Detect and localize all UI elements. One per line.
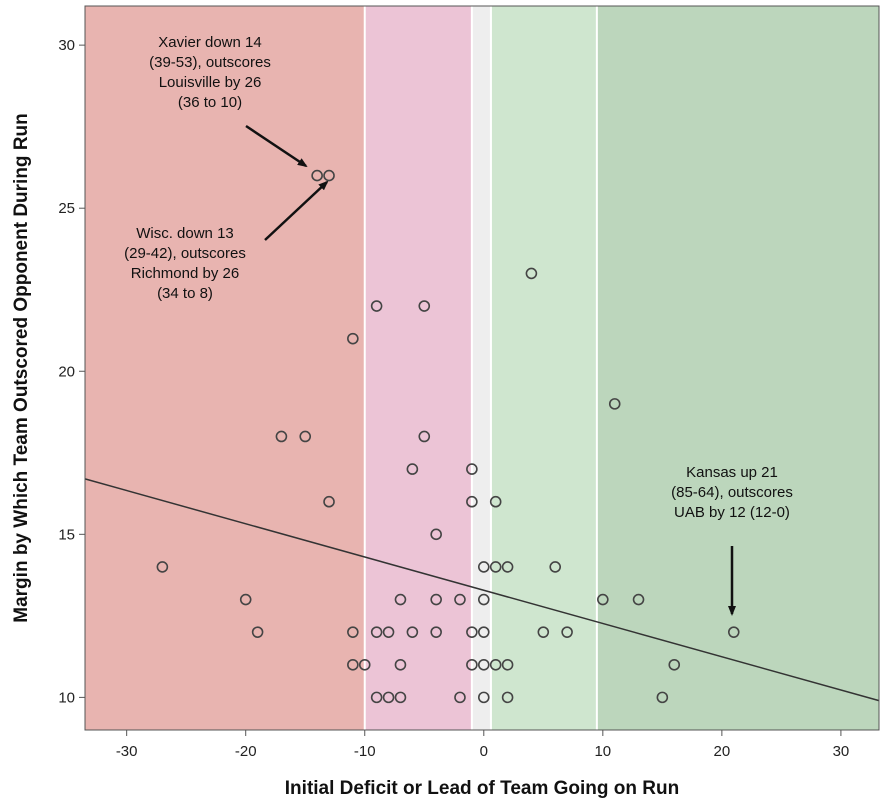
data-point-10 xyxy=(406,463,419,475)
data-point-31 xyxy=(382,626,395,638)
data-point-39 xyxy=(347,658,359,671)
y-tick-label-1: 15 xyxy=(58,526,75,543)
annotation-2: Kansas up 21 (85-64), outscores UAB by 12 … xyxy=(671,464,793,616)
data-point-16 xyxy=(156,561,169,573)
regression-line xyxy=(84,478,880,702)
data-point-27 xyxy=(632,593,645,606)
band-4 xyxy=(596,6,879,730)
regression-line-group xyxy=(84,478,880,702)
data-point-11 xyxy=(466,463,478,475)
data-point-24 xyxy=(454,593,466,606)
annotation-1-line-3: (34 to 8) xyxy=(157,285,213,302)
annotation-1-line-2: Richmond by 26 xyxy=(131,265,239,282)
x-tick-label-1: -20 xyxy=(235,743,257,760)
x-tick-label-2: -10 xyxy=(354,743,376,760)
y-tick-label-0: 10 xyxy=(58,689,75,706)
band-3 xyxy=(490,6,597,730)
data-point-36 xyxy=(537,626,550,638)
data-point-15 xyxy=(430,528,442,541)
data-point-35 xyxy=(477,626,490,638)
annotation-1: Wisc. down 13 (29-42), outscores Richmond … xyxy=(124,180,329,302)
annotation-2-line-1: (85-64), outscores xyxy=(671,484,793,501)
y-tick-label-3: 25 xyxy=(58,200,75,217)
data-point-13 xyxy=(466,495,478,508)
annotation-0-line-2: Louisville by 26 xyxy=(159,74,262,91)
data-point-2 xyxy=(525,267,538,280)
data-point-43 xyxy=(477,658,490,671)
x-tick-label-5: 20 xyxy=(714,743,731,760)
axes xyxy=(79,5,880,736)
annotation-2-line-0: Kansas up 21 xyxy=(686,464,778,481)
band-2 xyxy=(471,6,491,730)
annotation-0-line-1: (39-53), outscores xyxy=(149,54,271,71)
x-tick-label-4: 10 xyxy=(594,743,611,760)
annotation-0: Xavier down 14 (39-53), outscores Louisvil… xyxy=(149,34,308,168)
data-point-0 xyxy=(311,169,323,182)
data-point-14 xyxy=(489,495,502,508)
y-tick-label-2: 20 xyxy=(58,363,75,380)
data-point-25 xyxy=(477,593,490,606)
data-point-9 xyxy=(418,430,431,443)
data-point-12 xyxy=(323,495,335,508)
data-point-3 xyxy=(370,300,383,312)
data-point-53 xyxy=(656,691,669,704)
data-point-17 xyxy=(477,561,490,573)
data-point-41 xyxy=(394,658,407,671)
annotation-0-line-3: (36 to 10) xyxy=(178,94,242,111)
data-point-46 xyxy=(668,658,681,671)
tick-labels: -30 -20 -10 0 10 20 30 10 15 20 25 30 xyxy=(58,37,849,760)
annotation-0-arrow xyxy=(245,124,308,168)
data-point-21 xyxy=(239,593,252,606)
x-tick-label-6: 30 xyxy=(833,743,850,760)
data-points xyxy=(156,169,740,704)
data-point-51 xyxy=(477,691,490,704)
plot-frame xyxy=(84,5,880,731)
data-point-34 xyxy=(466,626,478,638)
data-point-6 xyxy=(608,398,621,410)
data-point-29 xyxy=(347,626,359,638)
x-tick-label-3: 0 xyxy=(480,743,488,760)
x-axis-title: Initial Deficit or Lead of Team Going on… xyxy=(285,778,679,799)
data-point-37 xyxy=(561,626,573,638)
data-point-38 xyxy=(727,626,740,638)
data-point-47 xyxy=(370,691,383,704)
background-bands xyxy=(85,6,879,730)
data-point-42 xyxy=(466,658,478,671)
data-point-23 xyxy=(430,593,442,606)
annotations: Xavier down 14 (39-53), outscores Louisvil… xyxy=(124,34,793,616)
y-axis-title: Margin by Which Team Outscored Opponent … xyxy=(11,113,32,622)
data-point-8 xyxy=(299,430,312,443)
annotation-1-arrow xyxy=(264,180,329,241)
data-point-4 xyxy=(418,300,431,312)
data-point-52 xyxy=(501,691,514,704)
data-point-28 xyxy=(251,626,264,638)
data-point-20 xyxy=(549,561,562,573)
x-tick-label-0: -30 xyxy=(116,743,138,760)
band-1 xyxy=(364,6,472,730)
data-point-30 xyxy=(370,626,383,638)
annotation-2-line-2: UAB by 12 (12-0) xyxy=(674,504,790,521)
data-point-1 xyxy=(323,169,335,182)
data-point-19 xyxy=(501,561,514,573)
band-0 xyxy=(85,6,365,730)
data-point-18 xyxy=(489,561,502,573)
data-point-22 xyxy=(394,593,407,606)
data-point-40 xyxy=(358,658,371,671)
annotation-1-line-0: Wisc. down 13 xyxy=(136,225,234,242)
data-point-7 xyxy=(275,430,288,443)
annotation-1-line-1: (29-42), outscores xyxy=(124,245,246,262)
annotation-0-line-0: Xavier down 14 xyxy=(158,34,261,51)
y-tick-label-4: 30 xyxy=(58,37,75,54)
data-point-5 xyxy=(347,332,359,345)
data-point-44 xyxy=(489,658,502,671)
data-point-33 xyxy=(430,626,442,638)
data-point-45 xyxy=(501,658,514,671)
data-point-50 xyxy=(454,691,466,704)
data-point-32 xyxy=(406,626,419,638)
data-point-49 xyxy=(394,691,407,704)
data-point-48 xyxy=(382,691,395,704)
data-point-26 xyxy=(597,593,609,606)
